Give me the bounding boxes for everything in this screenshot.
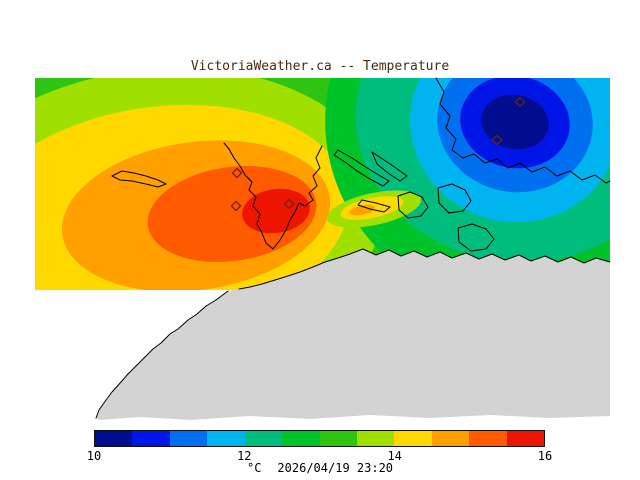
colorbar-segment xyxy=(244,431,283,446)
colorbar-tick-label: 12 xyxy=(237,449,252,463)
station-marker xyxy=(231,167,243,179)
colorbar-segment xyxy=(506,431,545,446)
island-5 xyxy=(457,223,495,252)
strait-warm-patch xyxy=(326,190,422,228)
island-4 xyxy=(437,183,472,214)
colorbar-ticks: 10 12 14 16 xyxy=(87,449,552,463)
mainland-coastline xyxy=(435,77,611,184)
colorbar-segment xyxy=(169,431,208,446)
land-mass xyxy=(96,249,610,420)
warm-contours xyxy=(35,78,384,290)
temperature-field xyxy=(35,78,610,290)
colorbar-segment xyxy=(282,431,320,446)
colorbar-segment xyxy=(132,431,170,446)
station-marker xyxy=(283,198,295,210)
station-marker xyxy=(230,200,242,212)
colorbar-tick-label: 14 xyxy=(387,449,402,463)
west-islands-outline xyxy=(111,170,167,188)
colorbar-segment xyxy=(319,431,357,446)
colorbar xyxy=(94,430,545,447)
station-marker xyxy=(491,134,503,146)
colorbar-tick-label: 16 xyxy=(537,449,553,463)
station-markers xyxy=(230,96,526,212)
units-label: °C xyxy=(246,461,262,475)
station-marker xyxy=(514,96,526,108)
colorbar-segment xyxy=(394,431,432,446)
gulf-island-2 xyxy=(371,151,408,182)
colorbar-segment xyxy=(431,431,470,446)
island-3 xyxy=(397,191,429,219)
west-coastline xyxy=(95,290,229,419)
footer-caption: °C 2026/04/19 23:20 xyxy=(0,461,640,475)
colorbar-segment xyxy=(207,431,245,446)
colorbar-segment xyxy=(356,431,395,446)
peninsula-coastline xyxy=(223,142,323,250)
spit-outline xyxy=(357,199,391,213)
map-title: VictoriaWeather.ca -- Temperature xyxy=(190,59,450,74)
coastlines xyxy=(95,77,611,419)
gulf-island-1 xyxy=(333,149,390,187)
strait-coastline xyxy=(238,248,611,290)
timestamp: 2026/04/19 23:20 xyxy=(277,461,394,475)
colorbar-tick-label: 10 xyxy=(86,449,102,463)
colorbar-segment xyxy=(469,431,507,446)
colorbar-segment xyxy=(95,431,133,446)
